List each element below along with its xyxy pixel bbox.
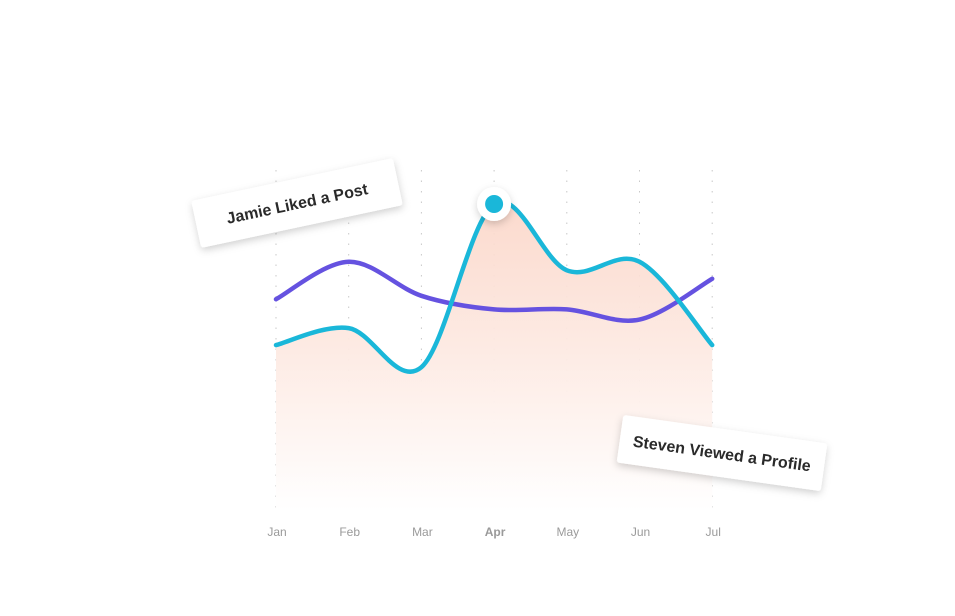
x-tick-label: Jun [631, 525, 650, 539]
x-tick-label: Mar [412, 525, 433, 539]
x-tick-label: Apr [485, 525, 506, 539]
highlight-point [485, 195, 504, 213]
line [273, 259, 715, 323]
x-tick-label: Jan [267, 525, 286, 539]
annotation-card: Jamie Liked a Post [191, 158, 403, 248]
area [276, 201, 713, 511]
annotation-card: Steven Viewed a Profile [617, 415, 827, 491]
card-bg [617, 415, 827, 491]
card-bg [191, 158, 403, 248]
x-tick-label: Jul [706, 525, 721, 539]
x-tick-label: May [556, 525, 579, 539]
x-tick-label: Feb [339, 525, 360, 539]
